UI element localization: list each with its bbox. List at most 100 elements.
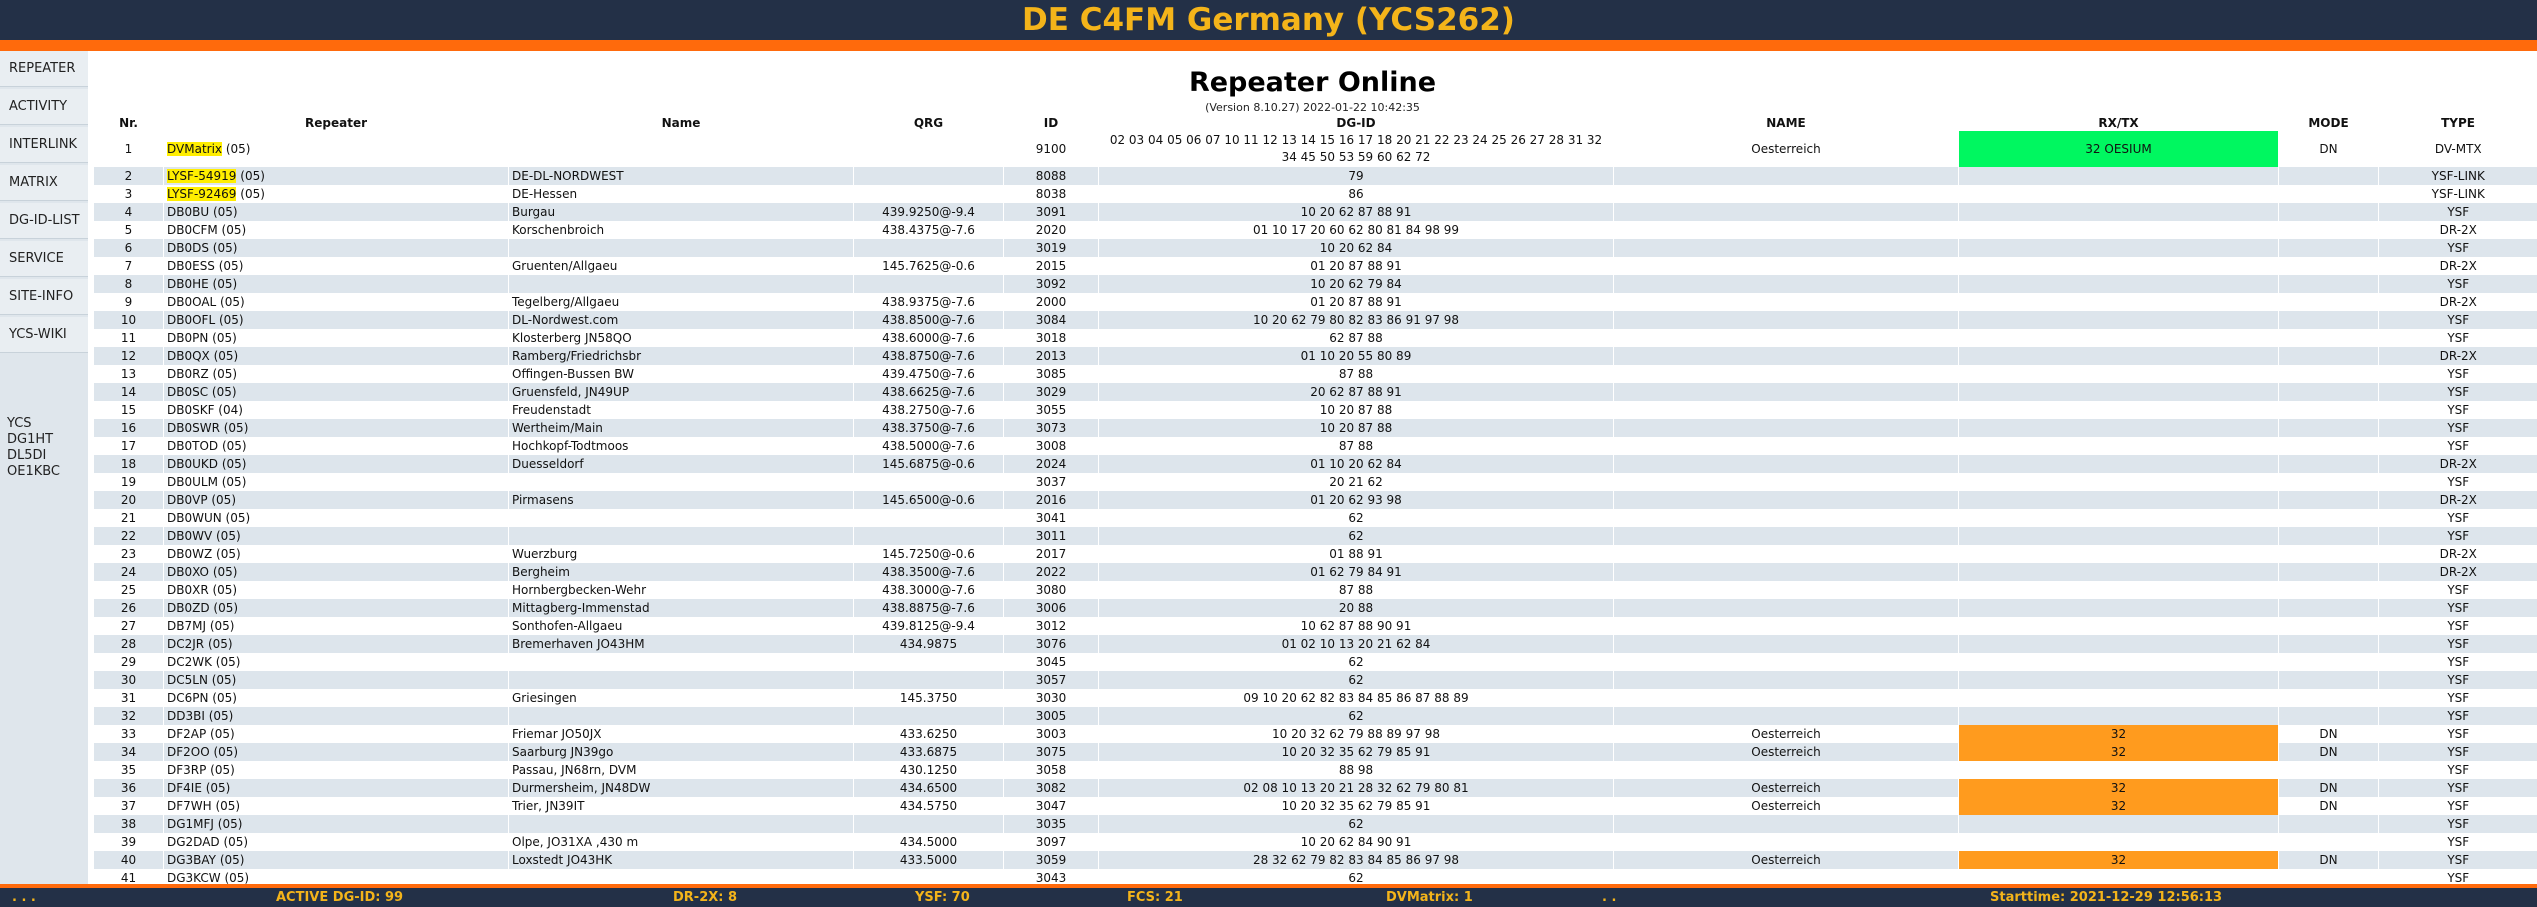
cell-rx-tx: [1958, 311, 2279, 329]
cell-mode: [2278, 383, 2379, 401]
cell-node-name: [1613, 545, 1959, 563]
cell-name: [508, 527, 854, 545]
cell-type: YSF: [2378, 833, 2537, 851]
nav-dg-id-list[interactable]: DG-ID-LIST: [0, 203, 88, 239]
cell-dg-id: 10 20 62 87 88 91: [1098, 203, 1614, 221]
repeater-callsign-link[interactable]: DVMatrix: [167, 141, 223, 156]
cell-repeater: DC5LN (05): [163, 671, 509, 689]
cell-mode: DN: [2278, 131, 2379, 167]
cell-name: [508, 653, 854, 671]
nav-matrix[interactable]: MATRIX: [0, 165, 88, 201]
cell-name: Duesseldorf: [508, 455, 854, 473]
repeater-callsign-link[interactable]: LYSF-54919: [167, 168, 237, 183]
cell-mode: [2278, 653, 2379, 671]
cell-name: Durmersheim, JN48DW: [508, 779, 854, 797]
cell-repeater: DB0WZ (05): [163, 545, 509, 563]
table-row: 5 DB0CFM (05) Korschenbroich 438.4375@-7.6 2…: [93, 221, 2537, 239]
cell-qrg: [853, 239, 1004, 257]
nav-activity[interactable]: ACTIVITY: [0, 89, 88, 125]
nav-site-info[interactable]: SITE-INFO: [0, 279, 88, 315]
cell-name: Mittagberg-Immenstad: [508, 599, 854, 617]
cell-node-name: [1613, 293, 1959, 311]
cell-id: 2016: [1003, 491, 1099, 509]
cell-name: Hornbergbecken-Wehr: [508, 581, 854, 599]
cell-dg-id: 10 20 62 79 84: [1098, 275, 1614, 293]
table-row: 20 DB0VP (05) Pirmasens 145.6500@-0.6 2016 01…: [93, 491, 2537, 509]
cell-name: Ramberg/Friedrichsbr: [508, 347, 854, 365]
cell-qrg: [853, 671, 1004, 689]
cell-qrg: [853, 131, 1004, 167]
cell-qrg: [853, 509, 1004, 527]
cell-id: 2024: [1003, 455, 1099, 473]
cell-nr: 39: [93, 833, 164, 851]
table-row: 23 DB0WZ (05) Wuerzburg 145.7250@-0.6 2017 01…: [93, 545, 2537, 563]
cell-type: DR-2X: [2378, 257, 2537, 275]
table-row: 37 DF7WH (05) Trier, JN39IT 434.5750 3047 10 …: [93, 797, 2537, 815]
table-row: 27 DB7MJ (05) Sonthofen-Allgaeu 439.8125@-9…: [93, 617, 2537, 635]
cell-dg-id: 10 20 32 35 62 79 85 91: [1098, 743, 1614, 761]
table-row: 18 DB0UKD (05) Duesseldorf 145.6875@-0.6 202…: [93, 455, 2537, 473]
cell-mode: [2278, 437, 2379, 455]
cell-qrg: 434.5000: [853, 833, 1004, 851]
cell-id: 2022: [1003, 563, 1099, 581]
cell-repeater: DC2WK (05): [163, 653, 509, 671]
cell-repeater: DB0HE (05): [163, 275, 509, 293]
nav-interlink[interactable]: INTERLINK: [0, 127, 88, 163]
table-row: 3 LYSF-92469 (05) DE-Hessen 8038 86 YSF-LINK: [93, 185, 2537, 203]
nav-ycs-wiki[interactable]: YCS-WIKI: [0, 317, 88, 353]
cell-name: Trier, JN39IT: [508, 797, 854, 815]
cell-nr: 16: [93, 419, 164, 437]
cell-repeater: DB7MJ (05): [163, 617, 509, 635]
cell-mode: [2278, 671, 2379, 689]
cell-id: 3006: [1003, 599, 1099, 617]
cell-id: 3008: [1003, 437, 1099, 455]
cell-node-name: [1613, 311, 1959, 329]
cell-node-name: [1613, 257, 1959, 275]
repeater-callsign-link[interactable]: LYSF-92469: [167, 186, 237, 201]
cell-id: 3003: [1003, 725, 1099, 743]
cell-node-name: [1613, 365, 1959, 383]
cell-mode: [2278, 869, 2379, 884]
nav-repeater[interactable]: REPEATER: [0, 51, 88, 87]
cell-name: Passau, JN68rn, DVM: [508, 761, 854, 779]
table-row: 10 DB0OFL (05) DL-Nordwest.com 438.8500@-7.…: [93, 311, 2537, 329]
cell-nr: 17: [93, 437, 164, 455]
cell-nr: 25: [93, 581, 164, 599]
repeater-module: (05): [236, 168, 265, 183]
cell-rx-tx: [1958, 509, 2279, 527]
column-header-id: ID: [1003, 115, 1099, 131]
table-row: 30 DC5LN (05) 3057 62 YSF: [93, 671, 2537, 689]
cell-type: YSF: [2378, 401, 2537, 419]
cell-qrg: 439.8125@-9.4: [853, 617, 1004, 635]
cell-id: 2017: [1003, 545, 1099, 563]
cell-id: 3030: [1003, 689, 1099, 707]
cell-repeater: DVMatrix (05): [163, 131, 509, 167]
cell-repeater: DB0DS (05): [163, 239, 509, 257]
cell-node-name: [1613, 347, 1959, 365]
cell-rx-tx: [1958, 491, 2279, 509]
cell-rx-tx: [1958, 185, 2279, 203]
cell-rx-tx: [1958, 833, 2279, 851]
cell-dg-id: 01 20 87 88 91: [1098, 257, 1614, 275]
cell-nr: 27: [93, 617, 164, 635]
cell-qrg: [853, 815, 1004, 833]
cell-qrg: 438.5000@-7.6: [853, 437, 1004, 455]
cell-id: 3059: [1003, 851, 1099, 869]
cell-rx-tx: 32: [1958, 725, 2279, 743]
cell-type: YSF: [2378, 473, 2537, 491]
cell-type: DR-2X: [2378, 455, 2537, 473]
table-row: 29 DC2WK (05) 3045 62 YSF: [93, 653, 2537, 671]
cell-type: YSF: [2378, 383, 2537, 401]
cell-qrg: 145.7625@-0.6: [853, 257, 1004, 275]
version-info: (Version 8.10.27) 2022-01-22 10:42:35: [1205, 101, 1420, 114]
cell-id: 3041: [1003, 509, 1099, 527]
cell-rx-tx: [1958, 563, 2279, 581]
cell-dg-id: 62 87 88: [1098, 329, 1614, 347]
cell-rx-tx: [1958, 527, 2279, 545]
cell-mode: [2278, 401, 2379, 419]
cell-qrg: 438.4375@-7.6: [853, 221, 1004, 239]
column-header-repeater: Repeater: [163, 115, 509, 131]
nav-service[interactable]: SERVICE: [0, 241, 88, 277]
table-row: 1 DVMatrix (05) 9100 02 03 04 05 06 07 10 1…: [93, 131, 2537, 167]
cell-mode: [2278, 203, 2379, 221]
